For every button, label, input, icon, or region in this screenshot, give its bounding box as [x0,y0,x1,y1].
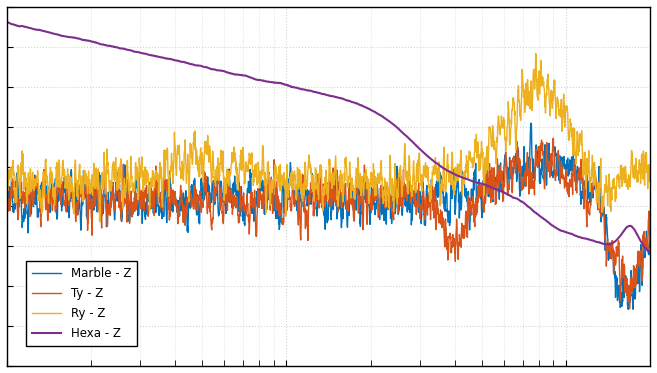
Hexa - Z [278,81,286,86]
Line: Marble - Z: Marble - Z [7,123,650,309]
Ry - Z [646,170,654,175]
Hexa - Z [250,76,258,81]
Ry - Z [634,179,642,183]
Marble - Z [3,186,11,191]
Hexa - Z [564,231,572,235]
Ry - Z [115,165,123,170]
Ty - Z [277,216,285,221]
Marble - Z [634,281,642,286]
Ry - Z [532,51,539,56]
Marble - Z [114,170,122,174]
Line: Ry - Z: Ry - Z [7,54,650,222]
Marble - Z [528,121,535,125]
Ry - Z [564,138,572,142]
Marble - Z [76,209,84,214]
Marble - Z [624,307,632,311]
Marble - Z [564,174,572,178]
Hexa - Z [115,46,123,50]
Ty - Z [114,192,122,196]
Ry - Z [278,178,286,182]
Ty - Z [250,199,258,204]
Ty - Z [646,239,654,244]
Hexa - Z [646,250,654,254]
Ty - Z [564,187,572,192]
Ry - Z [76,176,84,180]
Hexa - Z [77,37,85,41]
Ry - Z [250,180,258,184]
Marble - Z [250,203,258,207]
Ty - Z [634,250,642,255]
Ry - Z [3,165,11,169]
Ry - Z [96,219,104,224]
Line: Hexa - Z: Hexa - Z [7,22,650,252]
Ty - Z [3,179,11,184]
Hexa - Z [633,233,641,238]
Hexa - Z [3,20,11,24]
Hexa - Z [3,20,11,24]
Ty - Z [549,136,557,140]
Marble - Z [277,220,285,225]
Ty - Z [625,307,633,311]
Line: Ty - Z: Ty - Z [7,138,650,309]
Ty - Z [76,195,84,199]
Legend: Marble - Z, Ty - Z, Ry - Z, Hexa - Z: Marble - Z, Ty - Z, Ry - Z, Hexa - Z [26,261,137,346]
Marble - Z [646,239,654,244]
